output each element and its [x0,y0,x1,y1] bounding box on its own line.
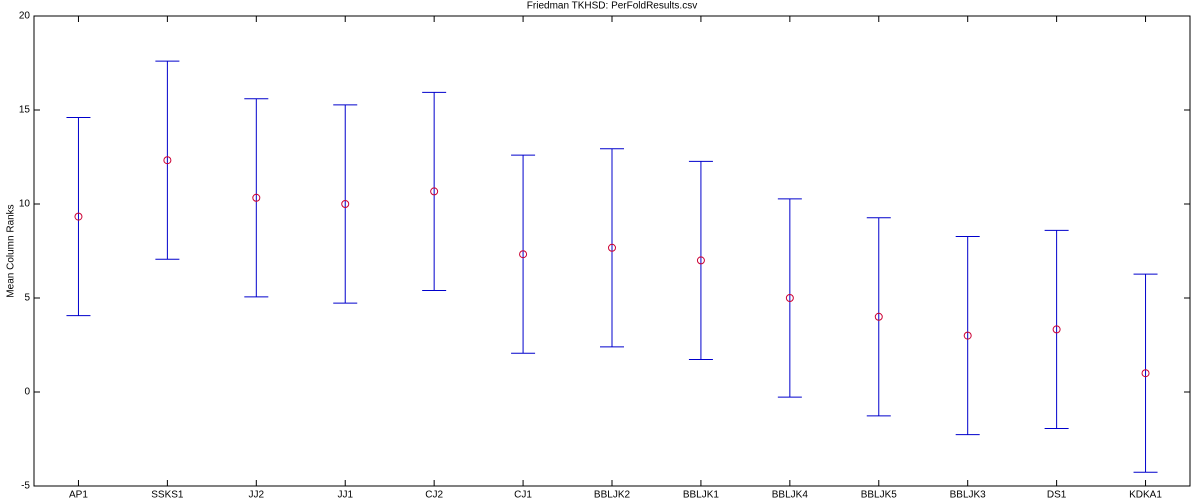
error-bar [866,217,891,417]
error-bar [66,117,91,317]
y-tick-label: 5 [24,293,30,304]
chart-title: Friedman TKHSD: PerFoldResults.csv [527,1,697,12]
y-tick-label: 15 [19,105,31,116]
x-tick-label: KDKA1 [1129,490,1162,500]
mean-marker [1141,369,1150,378]
x-tick-label: BBLJK1 [683,490,720,500]
x-tick-label: BBLJK2 [594,490,631,500]
error-bar [1133,273,1158,473]
y-tick-label: -5 [21,481,30,492]
x-tick-label: SSKS1 [151,490,184,500]
mean-marker [341,200,350,208]
x-tick-label: CJ1 [514,490,532,500]
mean-marker [963,331,972,340]
y-tick-label: 10 [19,199,31,210]
error-bar [511,154,536,354]
x-tick-label: AP1 [69,490,88,500]
mean-marker [163,156,172,165]
error-bar [244,98,269,298]
mean-marker [519,250,528,259]
error-bar [155,60,180,260]
mean-marker [252,193,261,202]
y-tick-label: 20 [19,11,31,22]
mean-marker [785,294,794,302]
x-tick-label: BBLJK4 [772,490,809,500]
error-bar [422,91,447,291]
mean-marker [430,187,439,196]
error-bar [333,104,358,304]
error-bar [688,160,713,360]
x-tick-label: JJ2 [249,490,265,500]
error-bar [777,198,802,398]
mean-marker [608,243,616,252]
mean-marker [696,256,705,265]
mean-marker [1052,325,1061,334]
error-bar [600,148,624,348]
error-bar [955,236,980,436]
y-tick-label: 0 [24,387,30,398]
mean-marker [74,212,83,221]
mean-marker [874,312,883,321]
x-tick-label: JJ1 [337,490,353,500]
x-tick-label: DS1 [1047,490,1067,500]
y-axis-label: Mean Column Ranks [6,204,17,297]
x-tick-label: CJ2 [425,490,443,500]
x-tick-label: BBLJK5 [861,490,898,500]
error-bar [1044,229,1069,429]
x-tick-label: BBLJK3 [950,490,987,500]
